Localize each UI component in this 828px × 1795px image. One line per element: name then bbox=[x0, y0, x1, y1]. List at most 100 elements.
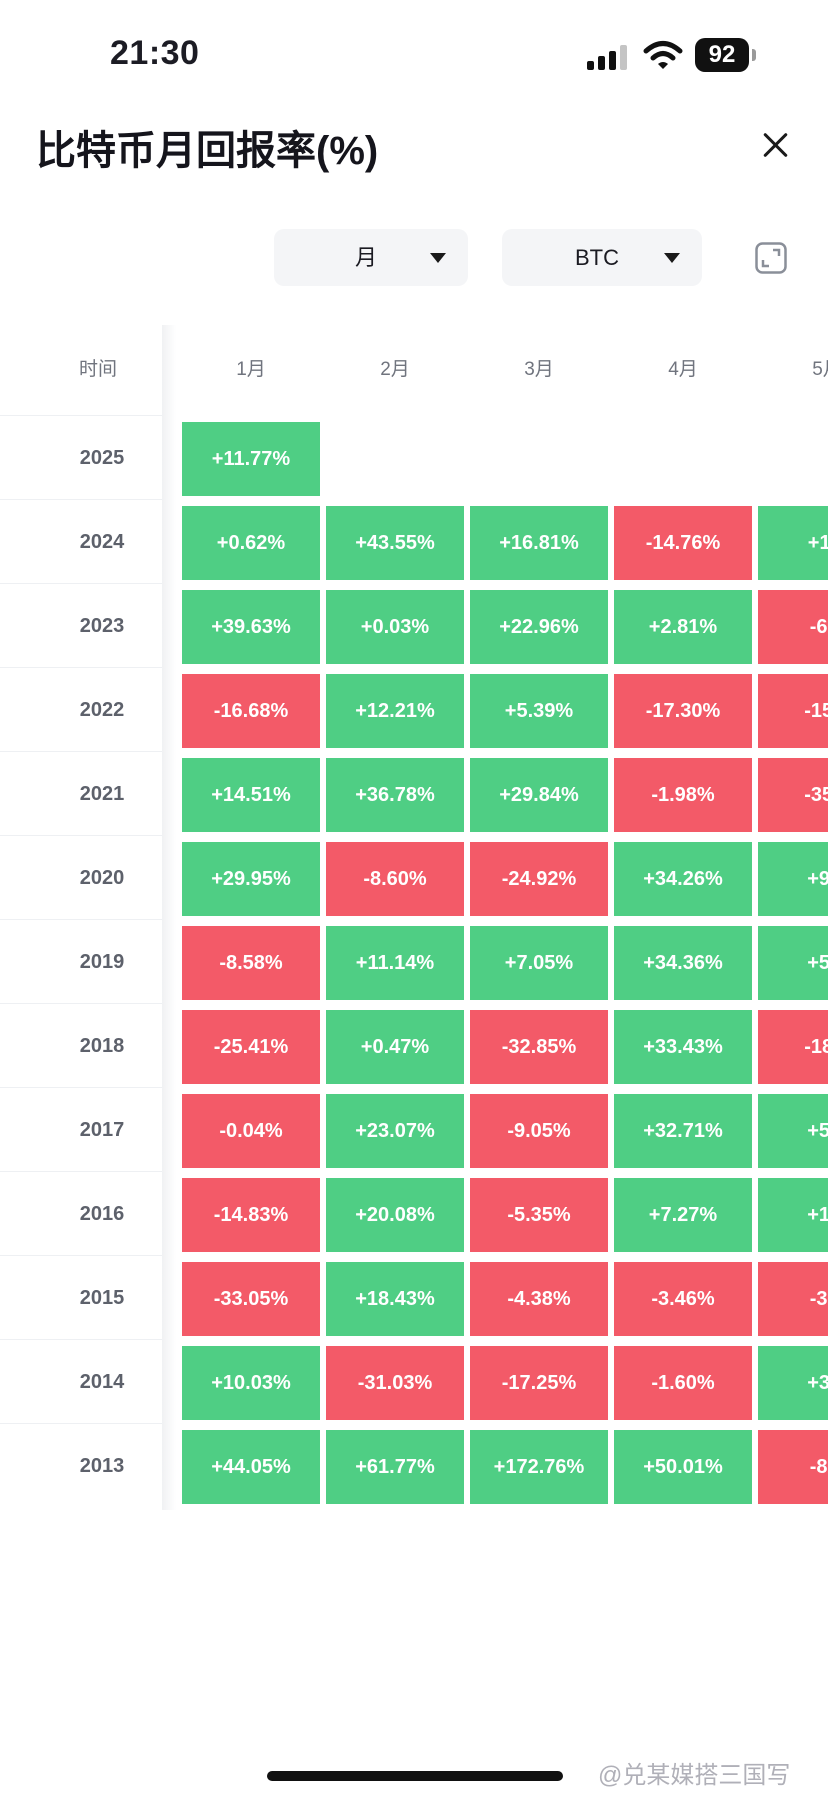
return-cell[interactable]: -35.3 bbox=[758, 758, 828, 832]
return-cell[interactable]: -3.1 bbox=[758, 1262, 828, 1336]
return-cell[interactable]: +0.47% bbox=[326, 1010, 464, 1084]
return-cell[interactable]: +12.21% bbox=[326, 674, 464, 748]
return-cell[interactable]: +11.14% bbox=[326, 926, 464, 1000]
return-cell[interactable]: +2.81% bbox=[614, 590, 752, 664]
return-cell[interactable]: -17.30% bbox=[614, 674, 752, 748]
return-cell[interactable]: +43.55% bbox=[326, 506, 464, 580]
return-cell[interactable]: +18.43% bbox=[326, 1262, 464, 1336]
year-row: 2017 bbox=[0, 1087, 162, 1172]
year-row: 2022 bbox=[0, 667, 162, 752]
return-cell[interactable]: +22.96% bbox=[470, 590, 608, 664]
return-cell[interactable]: +39. bbox=[758, 1346, 828, 1420]
column-divider-shadow bbox=[162, 325, 176, 1510]
year-column: 时间 2025 2024 2023 2022 2021 2020 2019 2018 2017 2… bbox=[0, 325, 162, 1510]
return-cell[interactable]: +0.03% bbox=[326, 590, 464, 664]
return-cell[interactable]: -32.85% bbox=[470, 1010, 608, 1084]
return-cell[interactable]: +20.08% bbox=[326, 1178, 464, 1252]
month-header: 1月 bbox=[236, 359, 266, 380]
return-cell[interactable]: +16.81% bbox=[470, 506, 608, 580]
period-select[interactable]: 月 bbox=[274, 229, 468, 286]
year-label: 2022 bbox=[79, 699, 125, 721]
return-cell[interactable]: +9.5 bbox=[758, 842, 828, 916]
return-cell[interactable]: -0.04% bbox=[182, 1094, 320, 1168]
return-cell[interactable]: +10.03% bbox=[182, 1346, 320, 1420]
return-cell[interactable]: +11. bbox=[758, 506, 828, 580]
watermark: @兑某媒搭三国写 bbox=[598, 1762, 791, 1789]
month-header: 5月 bbox=[812, 359, 828, 380]
return-cell[interactable]: -5.35% bbox=[470, 1178, 608, 1252]
return-cell[interactable]: +52. bbox=[758, 1094, 828, 1168]
return-cell[interactable]: -31.03% bbox=[326, 1346, 464, 1420]
year-row: 2018 bbox=[0, 1003, 162, 1088]
return-cell[interactable]: +39.63% bbox=[182, 590, 320, 664]
page-title: 比特币月回报率(%) bbox=[36, 129, 379, 173]
year-row: 2024 bbox=[0, 499, 162, 584]
fullscreen-icon[interactable] bbox=[755, 242, 787, 274]
return-cell[interactable]: -4.38% bbox=[470, 1262, 608, 1336]
return-cell[interactable]: -8.5 bbox=[758, 1430, 828, 1504]
caret-down-icon bbox=[664, 253, 680, 263]
return-cell[interactable]: -16.68% bbox=[182, 674, 320, 748]
return-cell[interactable]: -33.05% bbox=[182, 1262, 320, 1336]
year-row: 2013 bbox=[0, 1423, 162, 1508]
return-cell[interactable]: -8.58% bbox=[182, 926, 320, 1000]
month-header: 2月 bbox=[380, 359, 410, 380]
return-cell[interactable]: +0.62% bbox=[182, 506, 320, 580]
return-cell[interactable]: +44.05% bbox=[182, 1430, 320, 1504]
return-cell[interactable]: -8.60% bbox=[326, 842, 464, 916]
year-row: 2023 bbox=[0, 583, 162, 668]
return-cell[interactable]: +32.71% bbox=[614, 1094, 752, 1168]
month-header: 3月 bbox=[524, 359, 554, 380]
return-cell[interactable]: -6.9 bbox=[758, 590, 828, 664]
coin-select[interactable]: BTC bbox=[502, 229, 702, 286]
return-cell[interactable]: -15.6 bbox=[758, 674, 828, 748]
return-cell[interactable]: +11.77% bbox=[182, 422, 320, 496]
return-cell[interactable]: +34.36% bbox=[614, 926, 752, 1000]
year-row: 2025 bbox=[0, 415, 162, 500]
year-label: 2018 bbox=[79, 1035, 125, 1057]
wifi-icon bbox=[643, 40, 683, 70]
return-cell[interactable]: -1.60% bbox=[614, 1346, 752, 1420]
return-cell[interactable]: +36.78% bbox=[326, 758, 464, 832]
cellular-signal-icon bbox=[587, 44, 629, 70]
year-row: 2015 bbox=[0, 1255, 162, 1340]
caret-down-icon bbox=[430, 253, 446, 263]
year-row: 2019 bbox=[0, 919, 162, 1004]
return-cell[interactable]: -14.83% bbox=[182, 1178, 320, 1252]
status-bar: 21:30 92 bbox=[0, 0, 828, 110]
return-cell[interactable]: -14.76% bbox=[614, 506, 752, 580]
year-label: 2015 bbox=[79, 1287, 125, 1309]
return-cell[interactable]: -18.9 bbox=[758, 1010, 828, 1084]
return-cell[interactable]: +7.05% bbox=[470, 926, 608, 1000]
return-cell[interactable]: +14.51% bbox=[182, 758, 320, 832]
year-label: 2019 bbox=[79, 951, 125, 973]
coin-select-value: BTC bbox=[575, 245, 619, 270]
return-cell[interactable]: -1.98% bbox=[614, 758, 752, 832]
return-cell[interactable]: -25.41% bbox=[182, 1010, 320, 1084]
return-cell[interactable]: +18. bbox=[758, 1178, 828, 1252]
return-cell[interactable]: +61.77% bbox=[326, 1430, 464, 1504]
home-indicator[interactable] bbox=[267, 1771, 563, 1781]
return-cell[interactable]: +7.27% bbox=[614, 1178, 752, 1252]
battery-level: 92 bbox=[695, 38, 749, 72]
year-row: 2021 bbox=[0, 751, 162, 836]
period-select-value: 月 bbox=[354, 245, 377, 270]
return-cell[interactable]: +52. bbox=[758, 926, 828, 1000]
return-cell[interactable]: +34.26% bbox=[614, 842, 752, 916]
battery-icon: 92 bbox=[695, 38, 757, 72]
return-cell[interactable]: +50.01% bbox=[614, 1430, 752, 1504]
return-cell[interactable]: +33.43% bbox=[614, 1010, 752, 1084]
returns-table[interactable]: 时间 2025 2024 2023 2022 2021 2020 2019 2018 2017 2… bbox=[0, 325, 828, 1510]
return-cell[interactable]: +172.76% bbox=[470, 1430, 608, 1504]
year-label: 2017 bbox=[79, 1119, 125, 1141]
return-cell[interactable]: +5.39% bbox=[470, 674, 608, 748]
return-cell[interactable]: -24.92% bbox=[470, 842, 608, 916]
return-cell[interactable]: +29.84% bbox=[470, 758, 608, 832]
status-time: 21:30 bbox=[110, 34, 200, 72]
return-cell[interactable]: -9.05% bbox=[470, 1094, 608, 1168]
close-icon[interactable] bbox=[755, 125, 795, 165]
return-cell[interactable]: -3.46% bbox=[614, 1262, 752, 1336]
return-cell[interactable]: +23.07% bbox=[326, 1094, 464, 1168]
return-cell[interactable]: +29.95% bbox=[182, 842, 320, 916]
return-cell[interactable]: -17.25% bbox=[470, 1346, 608, 1420]
